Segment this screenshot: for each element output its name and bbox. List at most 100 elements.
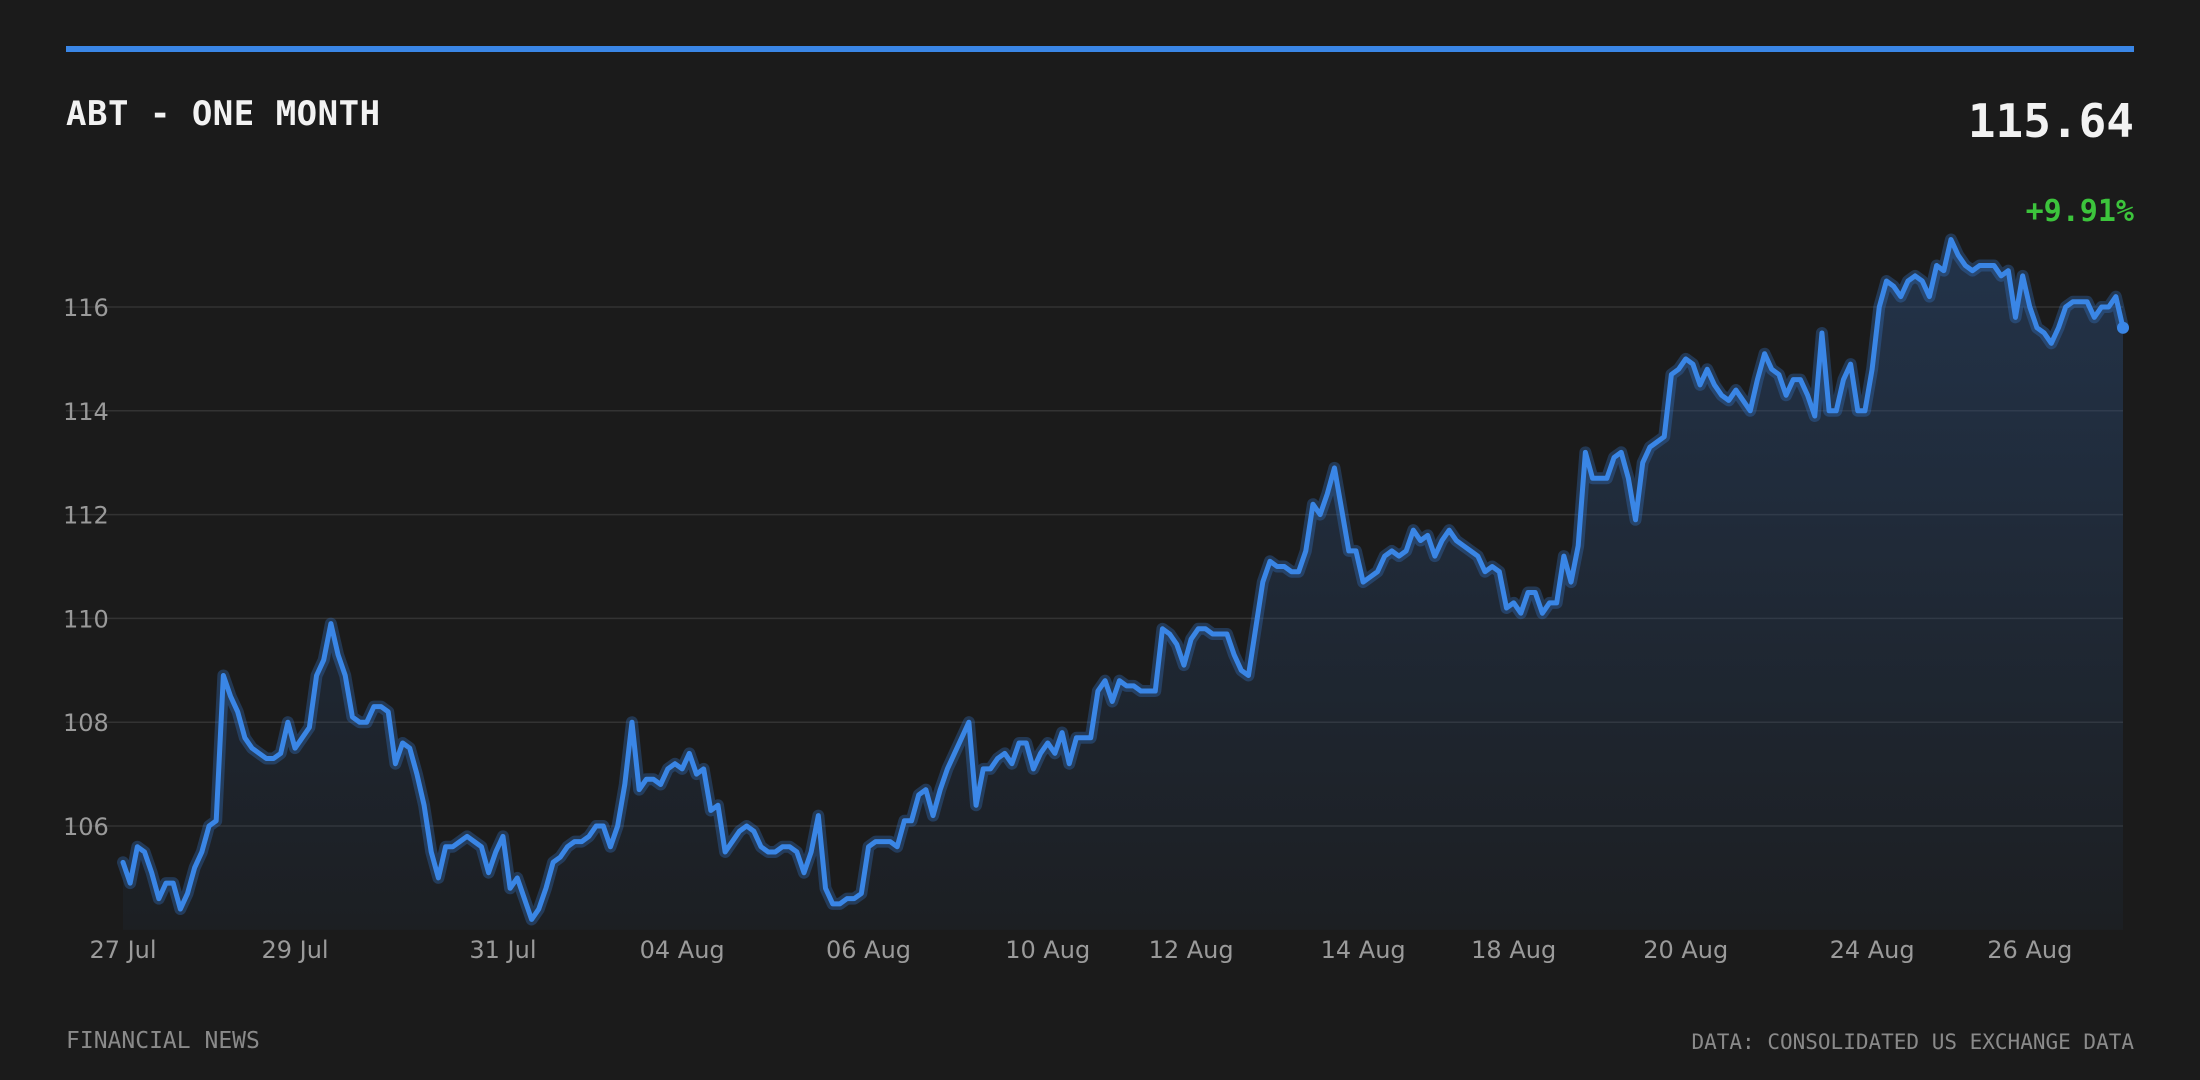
data-point	[973, 803, 978, 808]
data-point	[1332, 465, 1337, 470]
data-point	[1217, 631, 1222, 636]
data-point	[1533, 590, 1538, 595]
data-point	[1016, 740, 1021, 745]
data-point	[1038, 751, 1043, 756]
data-point	[1776, 372, 1781, 377]
data-point	[866, 844, 871, 849]
data-point	[285, 720, 290, 725]
data-point	[2099, 304, 2104, 309]
data-point	[2077, 299, 2082, 304]
x-tick-label: 14 Aug	[1321, 936, 1406, 964]
data-point	[773, 849, 778, 854]
data-point	[1282, 564, 1287, 569]
data-point	[830, 901, 835, 906]
data-point	[723, 849, 728, 854]
data-point	[335, 652, 340, 657]
data-point	[1834, 408, 1839, 413]
data-point	[1841, 377, 1846, 382]
data-point	[787, 844, 792, 849]
data-point	[242, 735, 247, 740]
data-point	[873, 839, 878, 844]
y-tick-label: 110	[63, 605, 109, 633]
data-point	[1963, 263, 1968, 268]
data-point	[1468, 548, 1473, 553]
data-point	[1611, 455, 1616, 460]
data-point	[1891, 284, 1896, 289]
data-point	[386, 709, 391, 714]
data-point	[421, 803, 426, 808]
data-point	[1991, 263, 1996, 268]
data-point	[608, 844, 613, 849]
x-tick-label: 31 Jul	[469, 936, 536, 964]
data-point	[407, 746, 412, 751]
data-point	[235, 709, 240, 714]
data-point	[1167, 631, 1172, 636]
data-point	[1913, 273, 1918, 278]
data-point	[1970, 268, 1975, 273]
data-point	[1769, 367, 1774, 372]
data-point	[128, 880, 133, 885]
data-point	[1246, 673, 1251, 678]
data-point	[1748, 408, 1753, 413]
data-point	[995, 756, 1000, 761]
data-point	[436, 875, 441, 880]
data-point	[1174, 642, 1179, 647]
data-point	[486, 870, 491, 875]
x-tick-label: 26 Aug	[1987, 936, 2072, 964]
data-point	[1984, 263, 1989, 268]
data-point	[1525, 590, 1530, 595]
data-point	[1956, 253, 1961, 258]
footer-source-left: FINANCIAL NEWS	[66, 1028, 260, 1054]
data-point	[1920, 278, 1925, 283]
data-point	[1411, 528, 1416, 533]
data-point	[1554, 600, 1559, 605]
data-point	[206, 823, 211, 828]
current-price: 115.64	[1967, 94, 2134, 148]
data-point	[2085, 299, 2090, 304]
data-point	[651, 777, 656, 782]
data-point	[966, 720, 971, 725]
data-point	[1511, 600, 1516, 605]
data-point	[1318, 512, 1323, 517]
data-point	[694, 772, 699, 777]
data-point	[1425, 533, 1430, 538]
data-point	[1346, 548, 1351, 553]
data-point	[1633, 517, 1638, 522]
data-point	[278, 751, 283, 756]
data-point	[981, 766, 986, 771]
data-point	[1547, 600, 1552, 605]
data-point	[2056, 325, 2061, 330]
data-point	[457, 839, 462, 844]
data-point	[780, 844, 785, 849]
data-point	[1819, 330, 1824, 335]
data-point	[1490, 564, 1495, 569]
price-area	[123, 239, 2123, 930]
data-point	[1762, 351, 1767, 356]
data-point	[1719, 393, 1724, 398]
data-point	[1676, 367, 1681, 372]
data-point	[701, 766, 706, 771]
data-point	[758, 844, 763, 849]
data-point	[687, 751, 692, 756]
data-point	[192, 865, 197, 870]
data-point	[472, 839, 477, 844]
data-point	[1561, 554, 1566, 559]
data-point	[2013, 315, 2018, 320]
data-point	[766, 849, 771, 854]
data-point	[744, 823, 749, 828]
data-point	[257, 751, 262, 756]
data-point	[902, 818, 907, 823]
data-point	[852, 896, 857, 901]
data-point	[1576, 543, 1581, 548]
data-point	[507, 886, 512, 891]
data-point	[343, 673, 348, 678]
data-point	[2020, 273, 2025, 278]
data-point	[1619, 450, 1624, 455]
data-point	[1059, 730, 1064, 735]
y-tick-label: 108	[63, 709, 109, 737]
data-point	[1160, 626, 1165, 631]
data-point	[371, 704, 376, 709]
data-point	[1497, 569, 1502, 574]
data-point	[1289, 569, 1294, 574]
data-point	[1310, 502, 1315, 507]
